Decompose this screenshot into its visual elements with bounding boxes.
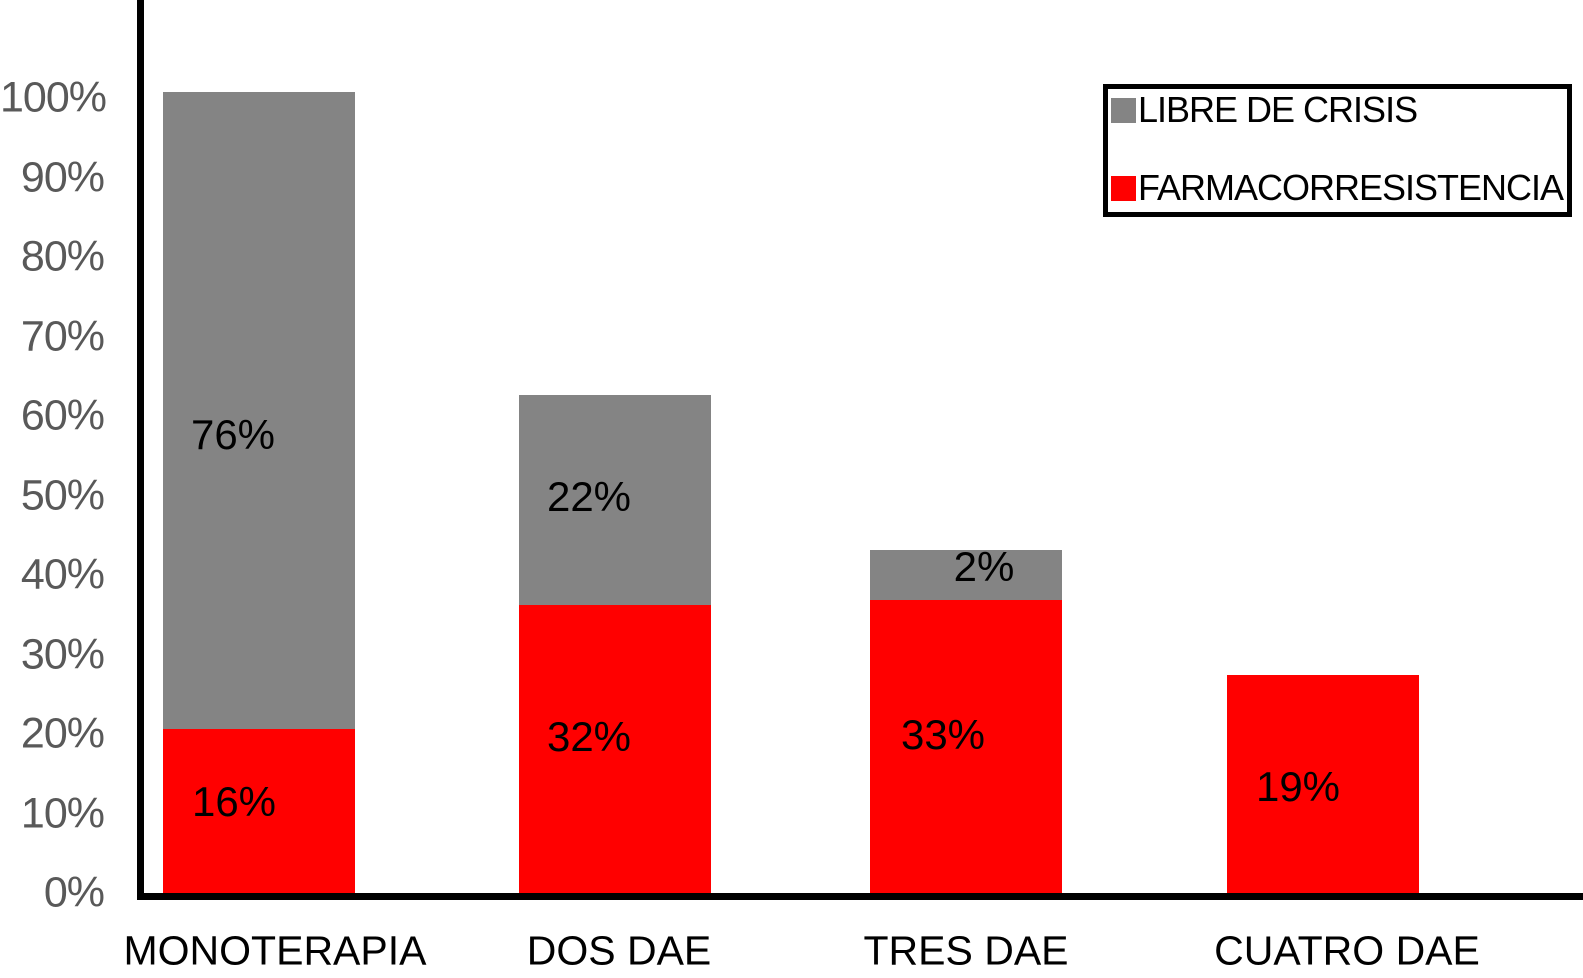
legend-item-libre-de-crisis: LIBRE DE CRISIS [1111, 89, 1418, 130]
bar-data-label: 19% [1255, 763, 1341, 811]
y-tick-label: 50% [20, 471, 105, 519]
bar-data-label: 2% [953, 542, 1015, 590]
legend: LIBRE DE CRISIS FARMACORRESISTENCIA [1103, 84, 1572, 217]
bar-segment-libre-de-crisis [519, 395, 711, 606]
y-tick-label: 90% [20, 153, 105, 201]
y-axis-line [137, 0, 144, 900]
y-tick-label: 20% [20, 709, 105, 758]
legend-item-label: LIBRE DE CRISIS [1138, 89, 1418, 130]
bar-segment-farmacorresistencia [519, 605, 711, 893]
bar-segment-farmacorresistencia [1227, 675, 1419, 893]
y-tick-label: 80% [20, 232, 105, 281]
x-axis-line [137, 893, 1583, 900]
bar-segment-libre-de-crisis [870, 549, 1062, 600]
legend-item-farmacorresistencia: FARMACORRESISTENCIA [1111, 167, 1564, 208]
y-tick-label: 70% [20, 312, 105, 360]
x-category-label: DOS DAE [526, 927, 712, 974]
y-tick-label: 0% [43, 868, 105, 917]
y-tick-label: 40% [20, 550, 105, 599]
x-category-label: CUATRO DAE [1214, 927, 1480, 974]
bar-data-label: 16% [191, 778, 277, 826]
y-tick-label: 60% [20, 391, 105, 440]
legend-item-label: FARMACORRESISTENCIA [1138, 167, 1564, 208]
bar-segment-farmacorresistencia [870, 599, 1062, 893]
y-tick-label: 10% [20, 789, 105, 837]
bar-segment-libre-de-crisis [163, 91, 355, 730]
bar-segment-farmacorresistencia [163, 729, 355, 893]
legend-swatch-gray-icon [1111, 97, 1136, 123]
y-tick-label: 100% [0, 73, 107, 122]
bar-data-label: 33% [900, 711, 986, 759]
x-category-label: MONOTERAPIA [123, 927, 427, 974]
bar-data-label: 32% [546, 713, 632, 761]
legend-swatch-red-icon [1111, 175, 1136, 201]
bar-data-label: 76% [190, 411, 276, 459]
y-tick-label: 30% [20, 630, 105, 678]
x-category-label: TRES DAE [863, 927, 1069, 974]
bar-data-label: 22% [546, 473, 632, 521]
